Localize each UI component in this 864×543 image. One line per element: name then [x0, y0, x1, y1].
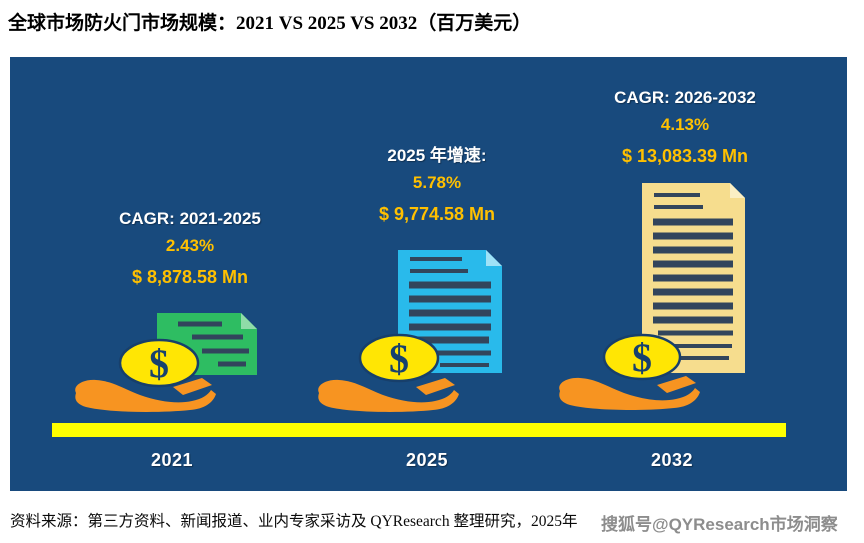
- dollar-coin-icon: $: [358, 333, 440, 383]
- hand-icon: [318, 378, 459, 412]
- icon-group-2021: $: [75, 313, 257, 412]
- hand-icon: [559, 376, 700, 410]
- growth-rate-2025: 5.78%: [412, 173, 462, 192]
- annotation-2021: CAGR: 2021-2025 2.43% $ 8,878.58 Mn: [40, 209, 340, 288]
- chart-panel: $: [10, 57, 847, 491]
- cagr-label-2032: CAGR: 2026-2032: [614, 88, 756, 107]
- annotation-2025: 2025 年增速: 5.78% $ 9,774.58 Mn: [287, 141, 587, 225]
- svg-text:$: $: [389, 336, 409, 381]
- market-value-2025: $ 9,774.58 Mn: [378, 204, 496, 224]
- timeline-axis-bar: [52, 423, 786, 437]
- icon-group-2032: $: [559, 183, 745, 410]
- axis-label-2025: 2025: [405, 450, 449, 470]
- hand-icon: [75, 378, 216, 412]
- growth-label-2025: 2025 年增速:: [387, 146, 487, 165]
- dollar-coin-icon: $: [602, 333, 682, 381]
- icon-group-2025: $: [318, 250, 502, 412]
- cagr-rate-2021: 2.43%: [165, 236, 215, 255]
- market-value-2032: $ 13,083.39 Mn: [621, 146, 749, 166]
- cagr-rate-2032: 4.13%: [660, 115, 710, 134]
- axis-label-2032: 2032: [650, 450, 694, 470]
- watermark: 搜狐号@QYResearch市场洞察: [601, 515, 838, 534]
- market-value-2021: $ 8,878.58 Mn: [131, 267, 249, 287]
- chart-title: 全球市场防火门市场规模：2021 VS 2025 VS 2032（百万美元）: [8, 13, 532, 34]
- annotation-2032: CAGR: 2026-2032 4.13% $ 13,083.39 Mn: [535, 88, 835, 167]
- cagr-label-2021: CAGR: 2021-2025: [119, 209, 261, 228]
- data-source-note: 资料来源：第三方资料、新闻报道、业内专家采访及 QYResearch 整理研究，…: [10, 513, 578, 530]
- svg-text:$: $: [632, 335, 652, 380]
- document-icon: [642, 183, 745, 373]
- svg-text:$: $: [149, 341, 169, 386]
- axis-label-2021: 2021: [150, 450, 194, 470]
- pictograph-canvas: $: [75, 183, 745, 412]
- dollar-coin-icon: $: [118, 338, 200, 388]
